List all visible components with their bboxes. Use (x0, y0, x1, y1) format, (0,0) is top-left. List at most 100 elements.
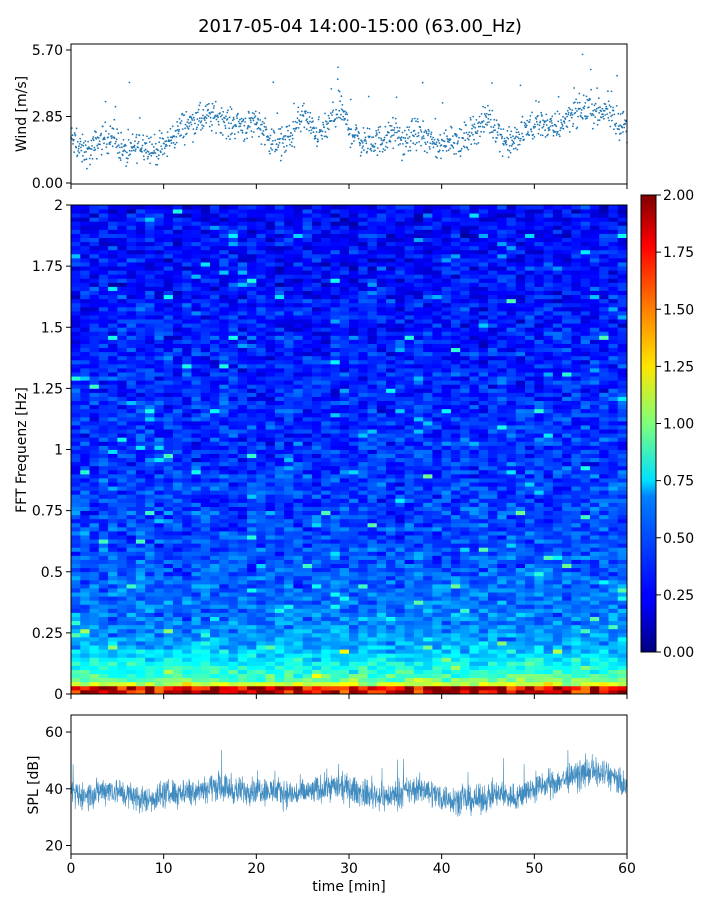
spectrogram-cell (376, 588, 387, 593)
spectrogram-cell (274, 583, 285, 589)
wind-point (457, 140, 459, 143)
spectrogram-cell (163, 588, 174, 593)
spectrogram-cell (135, 502, 146, 507)
spectrogram-cell (145, 632, 155, 638)
spectrogram-cell (284, 685, 294, 691)
spectrogram-cell (154, 632, 165, 638)
spectrogram-cell (460, 535, 470, 540)
spectrogram-cell (89, 661, 100, 666)
spectrogram-cell (395, 620, 405, 626)
spectrogram-cell (450, 522, 461, 528)
wind-point (346, 119, 349, 122)
spectrogram-cell (108, 592, 118, 597)
wind-point (351, 142, 353, 145)
spectrogram-cell (89, 665, 100, 670)
wind-point (199, 121, 202, 124)
wind-point (515, 131, 518, 134)
spectrogram-cell (552, 494, 563, 499)
spectrogram-cell (608, 567, 619, 573)
spectrogram-cell (423, 579, 433, 585)
spectrogram-cell (571, 677, 582, 683)
wind-point (340, 95, 343, 98)
spectrogram-cell (395, 571, 405, 577)
spectrogram-cell (469, 689, 480, 695)
wind-point (284, 135, 287, 137)
wind-point (264, 143, 266, 146)
spectrogram-cell (525, 604, 535, 609)
wind-point (591, 112, 594, 115)
spectrogram-cell (135, 567, 146, 573)
spectrogram-cell (349, 473, 359, 479)
spectrogram-cell (284, 592, 294, 597)
wind-point (473, 123, 476, 125)
wind-point (434, 117, 437, 120)
wind-point (273, 131, 276, 134)
spectrogram-cell (302, 518, 313, 524)
spectrogram-cell (274, 620, 285, 626)
spectrogram-cell (395, 457, 405, 463)
spectrogram-cell (191, 689, 202, 695)
wind-point (174, 143, 177, 146)
spectrogram-cell (135, 604, 146, 609)
spectrogram-cell (256, 645, 266, 650)
spectrogram-cell (386, 596, 396, 601)
spectrogram-cell (552, 604, 563, 609)
spectrogram-cell (469, 526, 480, 532)
wind-point (473, 138, 475, 141)
spectrogram-cell (256, 506, 266, 512)
wind-point (593, 122, 595, 125)
wind-point (276, 149, 278, 151)
spectrogram-cell (358, 612, 368, 617)
spectrogram-cell (617, 453, 628, 459)
spectrogram-cell (145, 539, 155, 544)
spectrogram-cell (210, 689, 220, 695)
spectrogram-cell (274, 608, 285, 613)
spectrogram-cell (432, 628, 443, 634)
spectrogram-cell (543, 669, 554, 675)
spectrogram-cell (126, 575, 137, 581)
spectrogram-cell (80, 575, 90, 581)
spectrogram-cell (210, 502, 220, 507)
spectrogram-cell (367, 518, 378, 524)
spectrogram-cell (163, 457, 174, 463)
spectrogram-cell (478, 657, 489, 662)
spectrogram-cell (228, 575, 239, 581)
spectrogram-cell (200, 673, 211, 679)
spectrogram-cell (163, 461, 174, 467)
spectrogram-cell (571, 457, 582, 463)
wind-point (597, 106, 600, 109)
spectrogram-cell (182, 494, 192, 499)
spectrogram-cell (599, 518, 609, 524)
spectrogram-cell (293, 665, 304, 670)
wind-point (539, 134, 542, 136)
spectrogram-cell (358, 657, 368, 662)
spectrogram-cell (284, 575, 294, 581)
spectrogram-cell (293, 641, 304, 646)
spectrogram-cell (228, 596, 239, 601)
spectrogram-cell (145, 677, 155, 683)
spectrogram-cell (71, 535, 81, 540)
spectrogram-cell (182, 677, 192, 683)
spectrogram-cell (145, 510, 155, 516)
wind-point (511, 143, 514, 146)
spectrogram-cell (441, 661, 452, 666)
wind-point (545, 124, 548, 126)
spectrogram-cell (404, 653, 415, 658)
spectrogram-cell (432, 645, 443, 650)
spectrogram-cell (126, 620, 137, 626)
spectrogram-cell (608, 559, 619, 564)
spectrogram-cell (488, 506, 498, 512)
wind-point (558, 113, 561, 115)
spectrogram-cell (200, 514, 211, 520)
spectrogram-cell (460, 461, 470, 467)
spectrogram-cell (367, 461, 378, 467)
spectrogram-cell (543, 551, 554, 556)
spectrogram-cell (386, 555, 396, 560)
wind-point (535, 100, 537, 102)
wind-point (202, 108, 205, 111)
spectrogram-cell (506, 502, 517, 507)
spectrogram-cell (450, 486, 461, 491)
spectrogram-cell (562, 657, 572, 662)
spectrogram-cell (534, 453, 544, 459)
wind-point (488, 121, 490, 123)
